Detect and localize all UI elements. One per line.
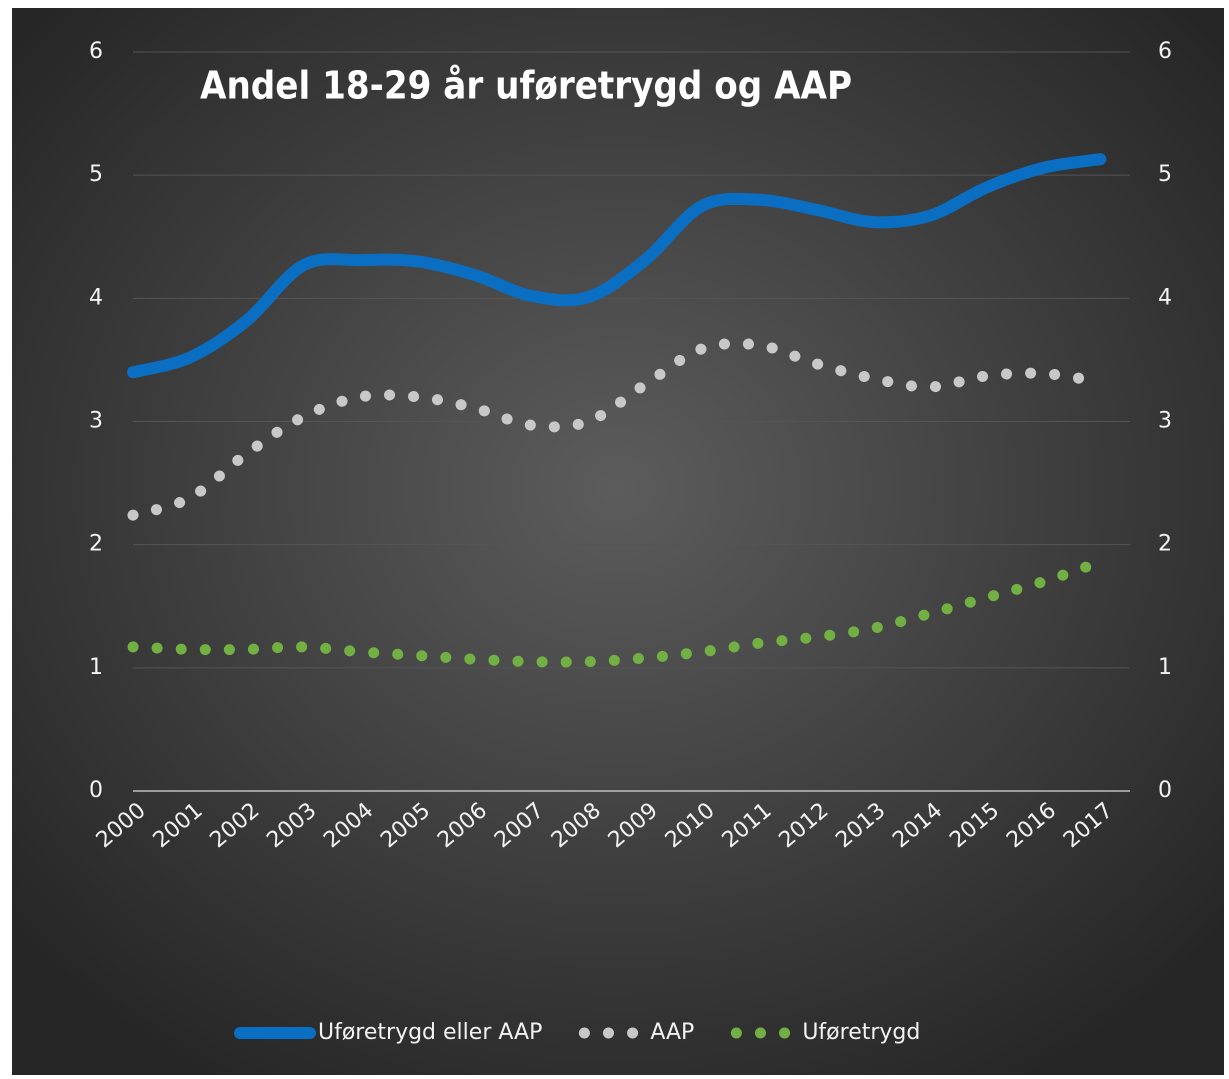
y-tick-label: 0 (89, 778, 103, 803)
y-tick-label: 6 (89, 39, 103, 64)
y-tick-label: 5 (89, 162, 103, 187)
y2-tick-label: 5 (1158, 162, 1172, 187)
chart-title: Andel 18-29 år uføretrygd og AAP (200, 64, 852, 108)
legend-label: Uføretrygd eller AAP (318, 1020, 542, 1045)
y-tick-label: 1 (89, 655, 103, 680)
legend-label: AAP (650, 1020, 694, 1045)
series-line (127, 556, 1106, 668)
y2-tick-label: 0 (1158, 778, 1172, 803)
y-tick-label: 3 (89, 409, 103, 434)
y2-tick-label: 1 (1158, 655, 1172, 680)
series-line (127, 153, 1107, 379)
chart-background (12, 8, 1224, 1075)
y2-tick-label: 6 (1158, 39, 1172, 64)
y2-tick-label: 4 (1158, 285, 1172, 310)
y2-tick-label: 2 (1158, 532, 1172, 557)
y2-tick-label: 3 (1158, 409, 1172, 434)
y-tick-label: 4 (89, 285, 103, 310)
legend-label: Uføretrygd (802, 1020, 920, 1045)
y-tick-label: 2 (89, 532, 103, 557)
